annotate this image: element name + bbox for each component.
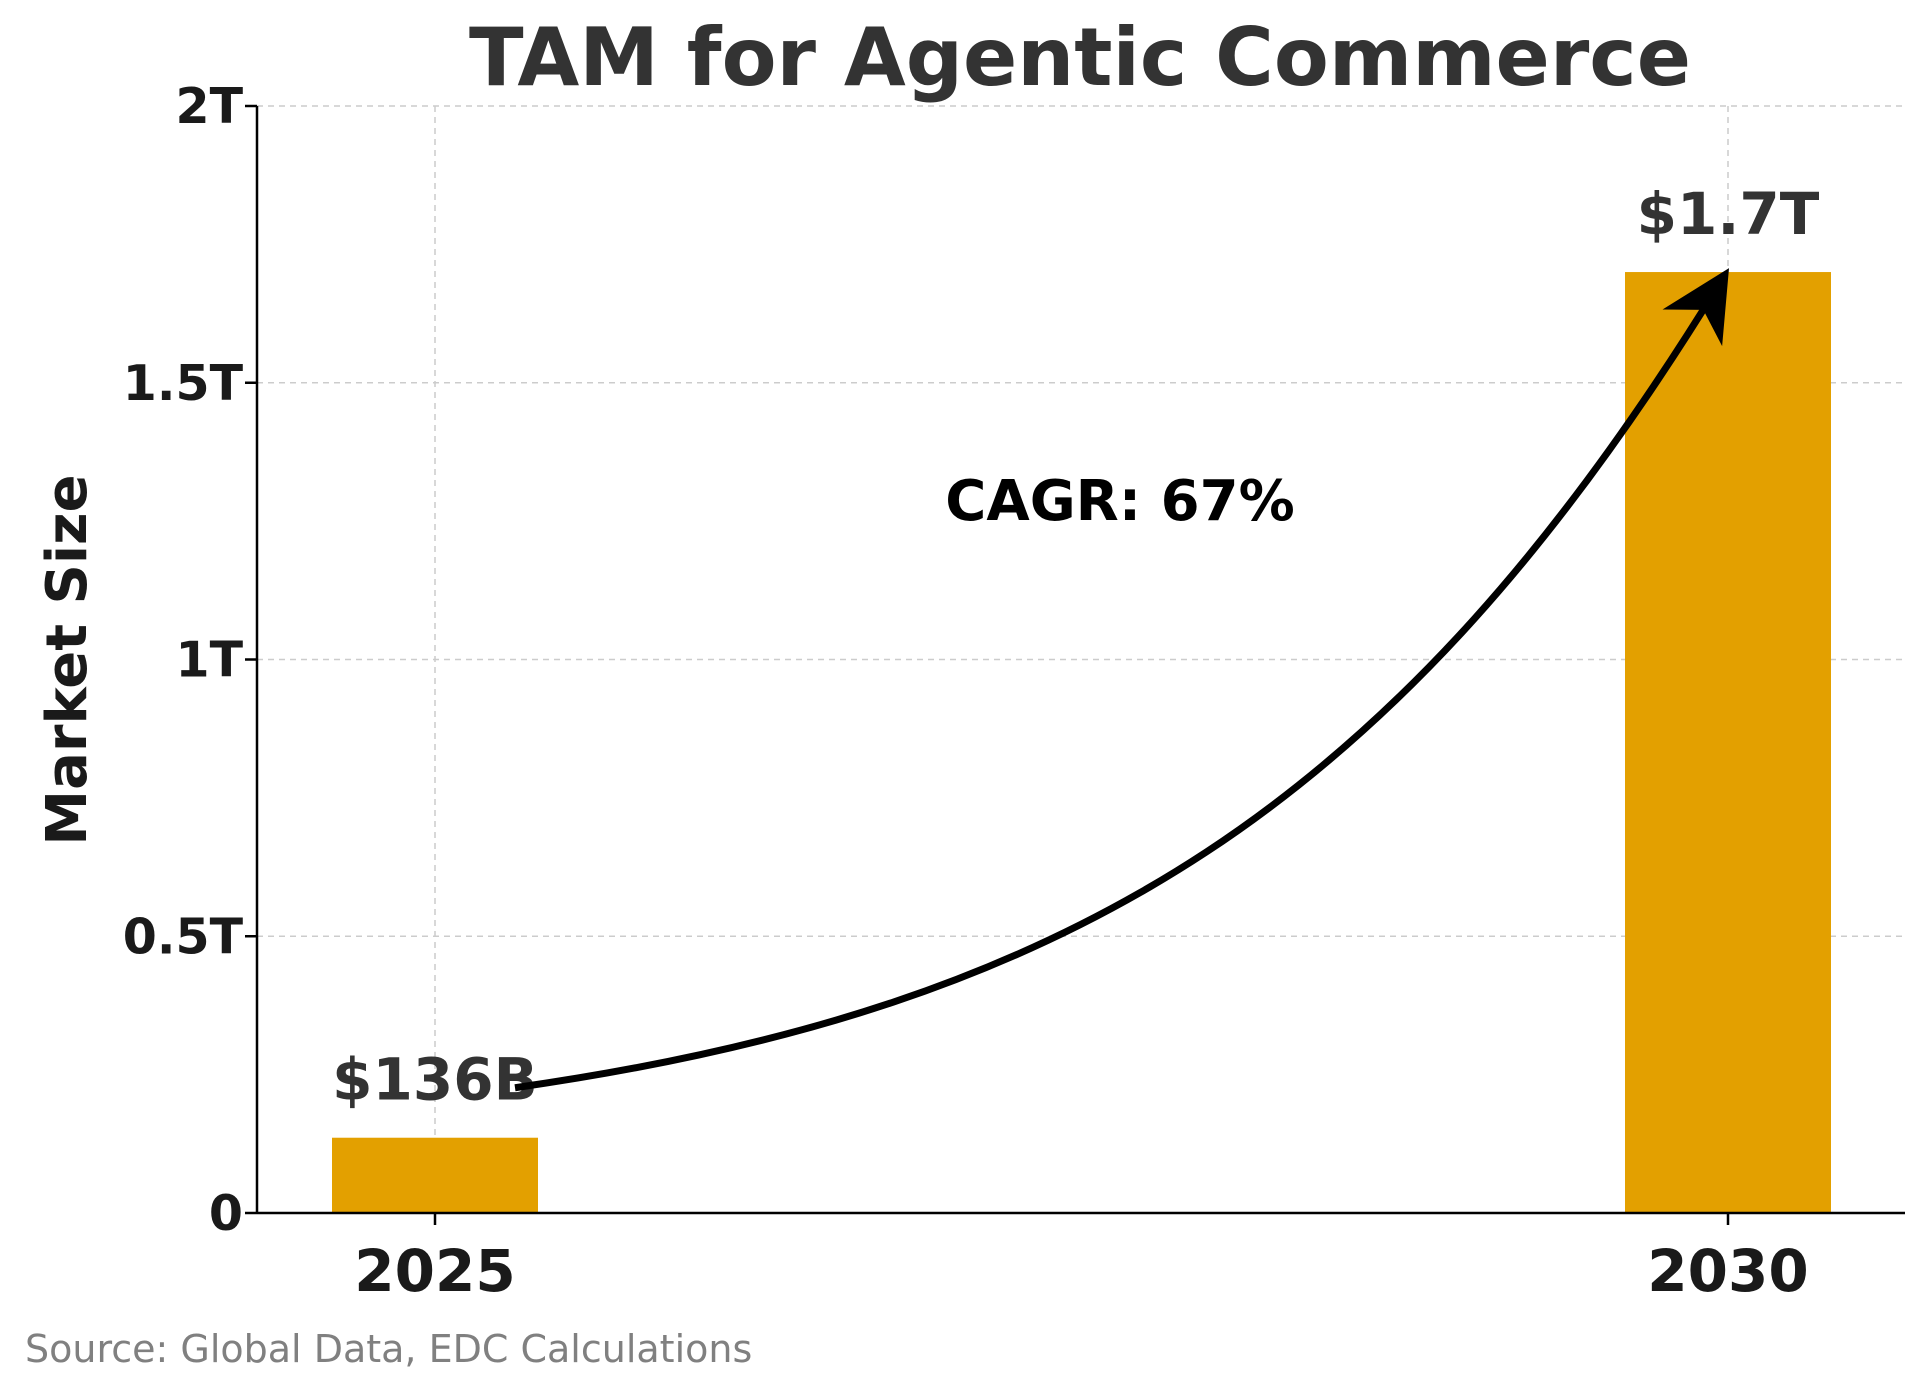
source-note: Source: Global Data, EDC Calculations [25,1327,752,1371]
data-labels: $136B $1.7T [332,180,1820,1114]
tick-labels: 0 0.5T 1T 1.5T 2T 2025 2030 [123,78,1809,1305]
annotation: CAGR: 67% [514,268,1730,1092]
cagr-annotation: CAGR: 67% [945,469,1294,534]
y-tick-label: 0 [209,1185,243,1242]
bars [332,272,1831,1213]
bar-2025 [332,1137,538,1213]
axes [245,104,1905,1225]
y-tick-label: 0.5T [123,908,244,965]
bar-2030 [1625,272,1831,1213]
data-label: $136B [332,1046,538,1114]
x-tick-label: 2025 [354,1237,515,1305]
data-label: $1.7T [1637,180,1820,248]
y-tick-label: 2T [175,78,243,135]
y-tick-label: 1.5T [123,355,244,412]
y-axis-label: Market Size [35,474,100,845]
x-tick-label: 2030 [1647,1237,1808,1305]
y-tick-label: 1T [175,632,243,689]
cagr-arrow [514,268,1730,1092]
chart-title: TAM for Agentic Commerce [469,11,1691,104]
